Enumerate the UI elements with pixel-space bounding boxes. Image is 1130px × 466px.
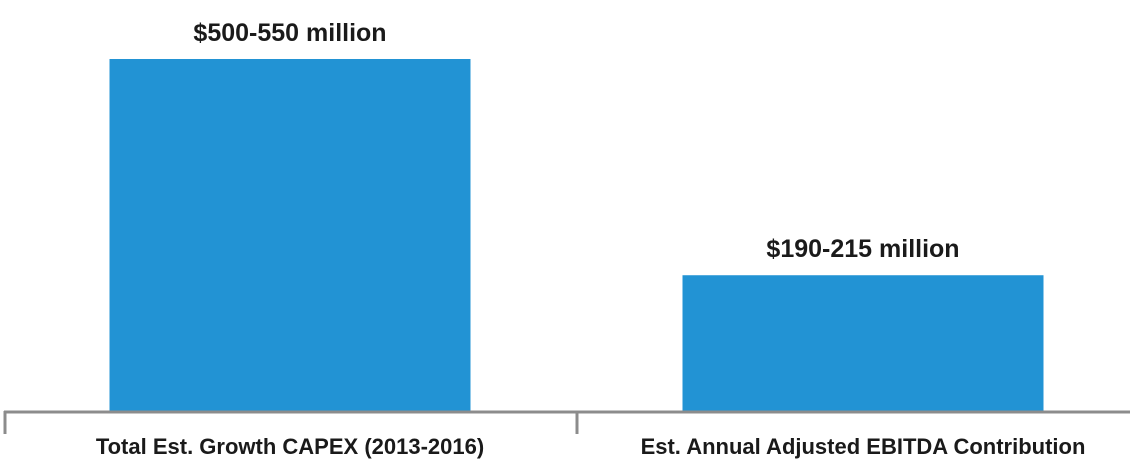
bar-2 bbox=[682, 275, 1044, 411]
data-labels-layer: $500-550 million $190-215 million bbox=[193, 19, 959, 263]
bars-layer bbox=[109, 59, 1044, 411]
x-tick-labels-layer: Total Est. Growth CAPEX (2013-2016) Est. … bbox=[96, 434, 1086, 459]
x-axis bbox=[3, 410, 1130, 434]
data-label-2: $190-215 million bbox=[766, 235, 959, 263]
x-tick-label-2: Est. Annual Adjusted EBITDA Contribution bbox=[641, 434, 1086, 459]
data-label-1: $500-550 million bbox=[193, 19, 386, 47]
x-tick-label-1: Total Est. Growth CAPEX (2013-2016) bbox=[96, 434, 484, 459]
bar-1 bbox=[109, 59, 471, 411]
